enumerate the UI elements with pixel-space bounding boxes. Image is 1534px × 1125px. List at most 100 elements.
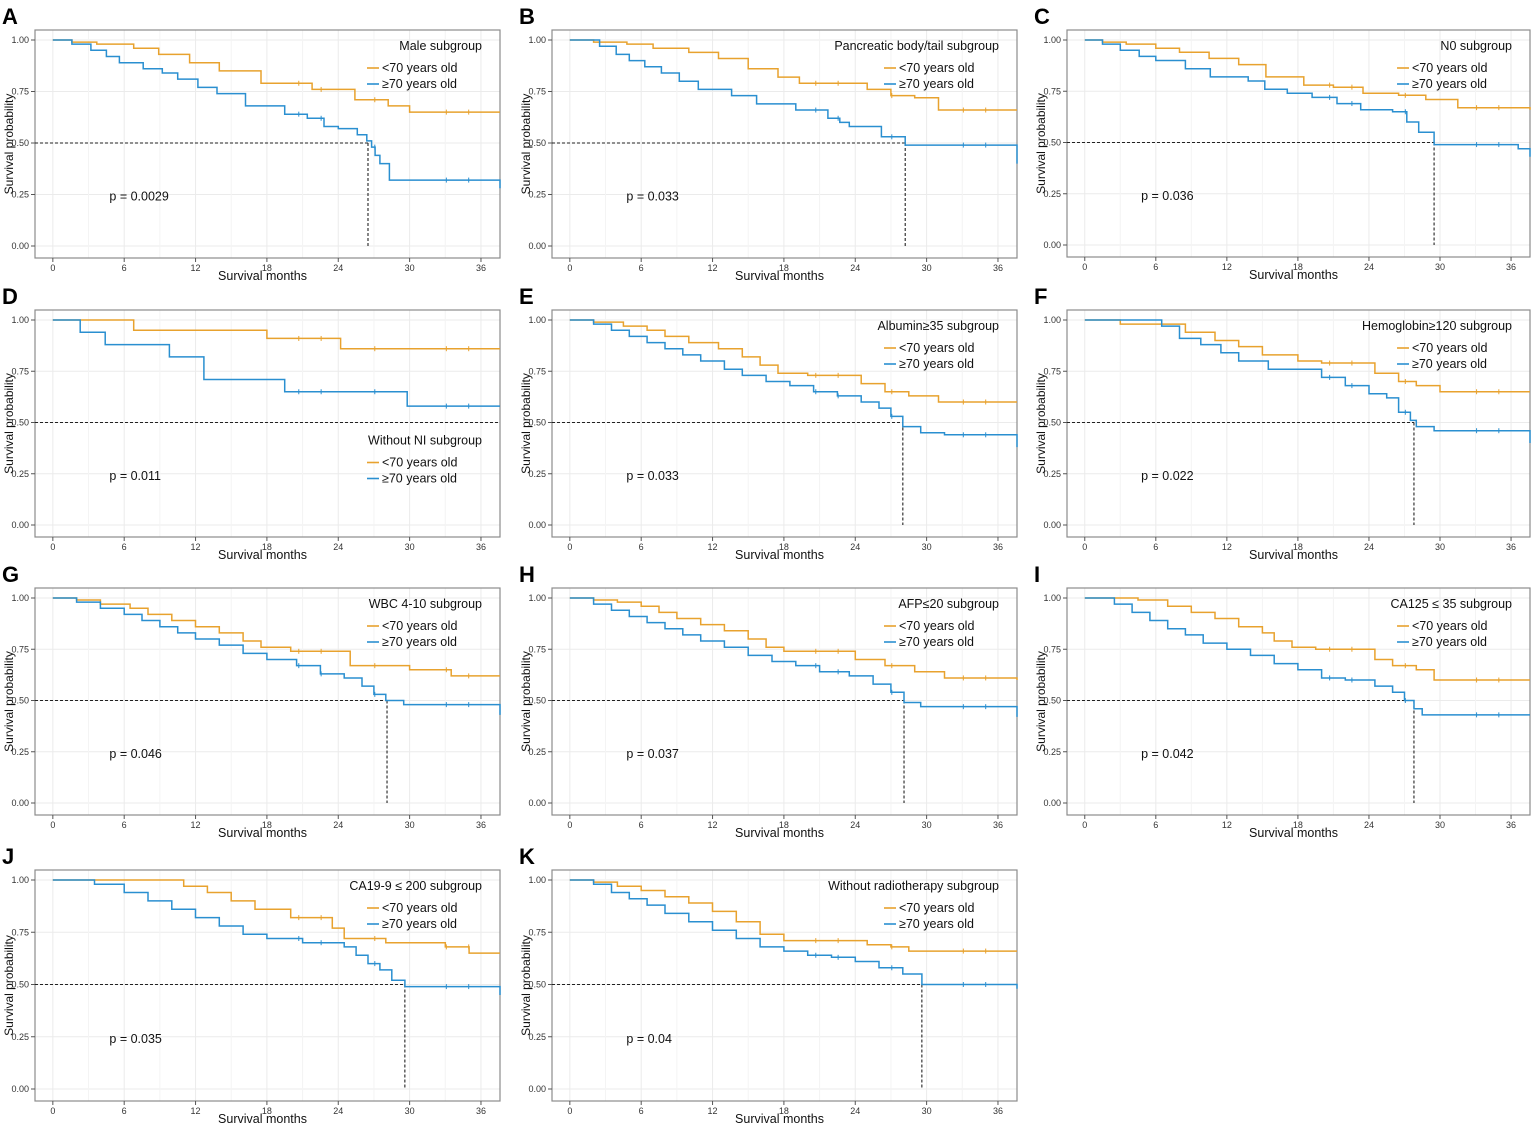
curve-under-70 <box>52 39 500 113</box>
y-tick-label: 0.25 <box>528 1032 546 1042</box>
legend-label: ≥70 years old <box>382 635 457 649</box>
y-tick-label: 0.25 <box>528 190 546 200</box>
y-tick-label: 0.50 <box>1043 696 1061 706</box>
subgroup-title: Without NI subgroup <box>368 434 482 448</box>
x-tick-label: 6 <box>122 820 127 830</box>
x-tick-label: 18 <box>1293 820 1303 830</box>
y-tick-label: 0.50 <box>528 696 546 706</box>
x-tick-label: 0 <box>567 542 572 552</box>
panel-label: E <box>519 284 534 309</box>
legend-70-plus: ≥70 years old <box>1397 357 1487 371</box>
y-tick-label: 0.50 <box>528 980 546 990</box>
y-tick-label: 1.00 <box>11 35 29 45</box>
x-tick-label: 30 <box>922 820 932 830</box>
x-tick-label: 24 <box>1364 542 1374 552</box>
x-tick-label: 36 <box>476 1106 486 1116</box>
y-axis-title: Survival probability <box>519 94 533 195</box>
legend-label: ≥70 years old <box>382 77 457 91</box>
subgroup-title: Without radiotherapy subgroup <box>828 879 999 893</box>
y-tick-label: 0.75 <box>11 366 29 376</box>
x-tick-label: 30 <box>1435 820 1445 830</box>
x-tick-label: 36 <box>1506 262 1516 272</box>
legend-label: ≥70 years old <box>382 917 457 931</box>
y-tick-label: 0.50 <box>528 418 546 428</box>
x-tick-label: 12 <box>191 542 201 552</box>
x-tick-label: 6 <box>122 263 127 273</box>
legend-label: ≥70 years old <box>1412 357 1487 371</box>
x-tick-label: 36 <box>476 542 486 552</box>
y-tick-label: 1.00 <box>11 875 29 885</box>
y-axis-title: Survival probability <box>519 935 533 1036</box>
x-tick-label: 0 <box>567 1106 572 1116</box>
curve-70-plus <box>569 597 1018 717</box>
legend-label: <70 years old <box>899 619 974 633</box>
subgroup-title: Albumin≥35 subgroup <box>877 319 999 333</box>
y-tick-label: 1.00 <box>528 593 546 603</box>
panel-label: B <box>519 4 535 29</box>
legend-label: <70 years old <box>899 61 974 75</box>
curve-70-plus <box>1084 39 1531 157</box>
panel-label: H <box>519 562 535 587</box>
p-value: p = 0.0029 <box>109 190 168 204</box>
panel-label: G <box>2 562 19 587</box>
legend-under-70: <70 years old <box>1397 619 1487 633</box>
legend-70-plus: ≥70 years old <box>884 635 974 649</box>
y-tick-label: 0.75 <box>11 87 29 97</box>
y-axis-title: Survival probability <box>519 373 533 474</box>
x-tick-label: 18 <box>779 542 789 552</box>
legend-70-plus: ≥70 years old <box>367 77 457 91</box>
subgroup-title: Pancreatic body/tail subgroup <box>834 39 999 53</box>
legend-70-plus: ≥70 years old <box>884 77 974 91</box>
subgroup-title: CA125 ≤ 35 subgroup <box>1390 597 1512 611</box>
plot-frame <box>34 29 501 259</box>
x-tick-label: 6 <box>1153 542 1158 552</box>
p-value: p = 0.036 <box>1141 189 1194 203</box>
panel-b: 0 6 12 18 24 30 36 0.00 0.25 0.50 0.75 1.00 Survival… <box>519 4 1018 283</box>
x-tick-label: 12 <box>191 263 201 273</box>
x-tick-label: 6 <box>1153 262 1158 272</box>
subgroup-title: CA19-9 ≤ 200 subgroup <box>349 879 482 893</box>
x-tick-label: 36 <box>1506 542 1516 552</box>
x-tick-label: 6 <box>639 542 644 552</box>
p-value: p = 0.033 <box>626 190 679 204</box>
panel-i: 0 6 12 18 24 30 36 0.00 0.25 0.50 0.75 1.00 Survival… <box>1034 562 1531 840</box>
x-tick-label: 12 <box>191 820 201 830</box>
legend-70-plus: ≥70 years old <box>367 635 457 649</box>
y-tick-label: 1.00 <box>1043 315 1061 325</box>
plot-frame <box>34 309 501 538</box>
x-tick-label: 24 <box>333 542 343 552</box>
y-tick-label: 0.00 <box>1043 240 1061 250</box>
y-tick-label: 0.25 <box>11 190 29 200</box>
y-axis-title: Survival probability <box>1034 373 1048 474</box>
y-tick-label: 0.00 <box>11 520 29 530</box>
y-axis-title: Survival probability <box>2 935 16 1036</box>
y-tick-label: 1.00 <box>1043 35 1061 45</box>
x-tick-label: 12 <box>1222 542 1232 552</box>
legend-under-70: <70 years old <box>367 456 457 470</box>
x-tick-label: 24 <box>1364 262 1374 272</box>
panel-k: 0 6 12 18 24 30 36 0.00 0.25 0.50 0.75 1.00 Survival… <box>519 844 1018 1125</box>
y-tick-label: 1.00 <box>11 593 29 603</box>
x-tick-label: 18 <box>262 820 272 830</box>
x-tick-label: 24 <box>333 263 343 273</box>
plot-frame <box>34 869 501 1102</box>
y-axis-title: Survival probability <box>2 651 16 752</box>
y-tick-label: 0.75 <box>1043 366 1061 376</box>
legend-70-plus: ≥70 years old <box>884 917 974 931</box>
curve-under-70 <box>52 879 500 954</box>
x-axis-title: Survival months <box>218 269 307 283</box>
legend-label: <70 years old <box>1412 341 1487 355</box>
curve-under-70 <box>569 597 1018 680</box>
curve-70-plus <box>569 879 1018 989</box>
x-axis-title: Survival months <box>735 548 824 562</box>
x-tick-label: 30 <box>405 263 415 273</box>
y-tick-label: 0.00 <box>528 520 546 530</box>
x-tick-label: 6 <box>1153 820 1158 830</box>
legend-70-plus: ≥70 years old <box>884 357 974 371</box>
y-tick-label: 0.50 <box>1043 418 1061 428</box>
y-tick-label: 0.50 <box>1043 138 1061 148</box>
y-tick-label: 1.00 <box>1043 593 1061 603</box>
x-tick-label: 36 <box>1506 820 1516 830</box>
x-tick-label: 0 <box>1082 820 1087 830</box>
